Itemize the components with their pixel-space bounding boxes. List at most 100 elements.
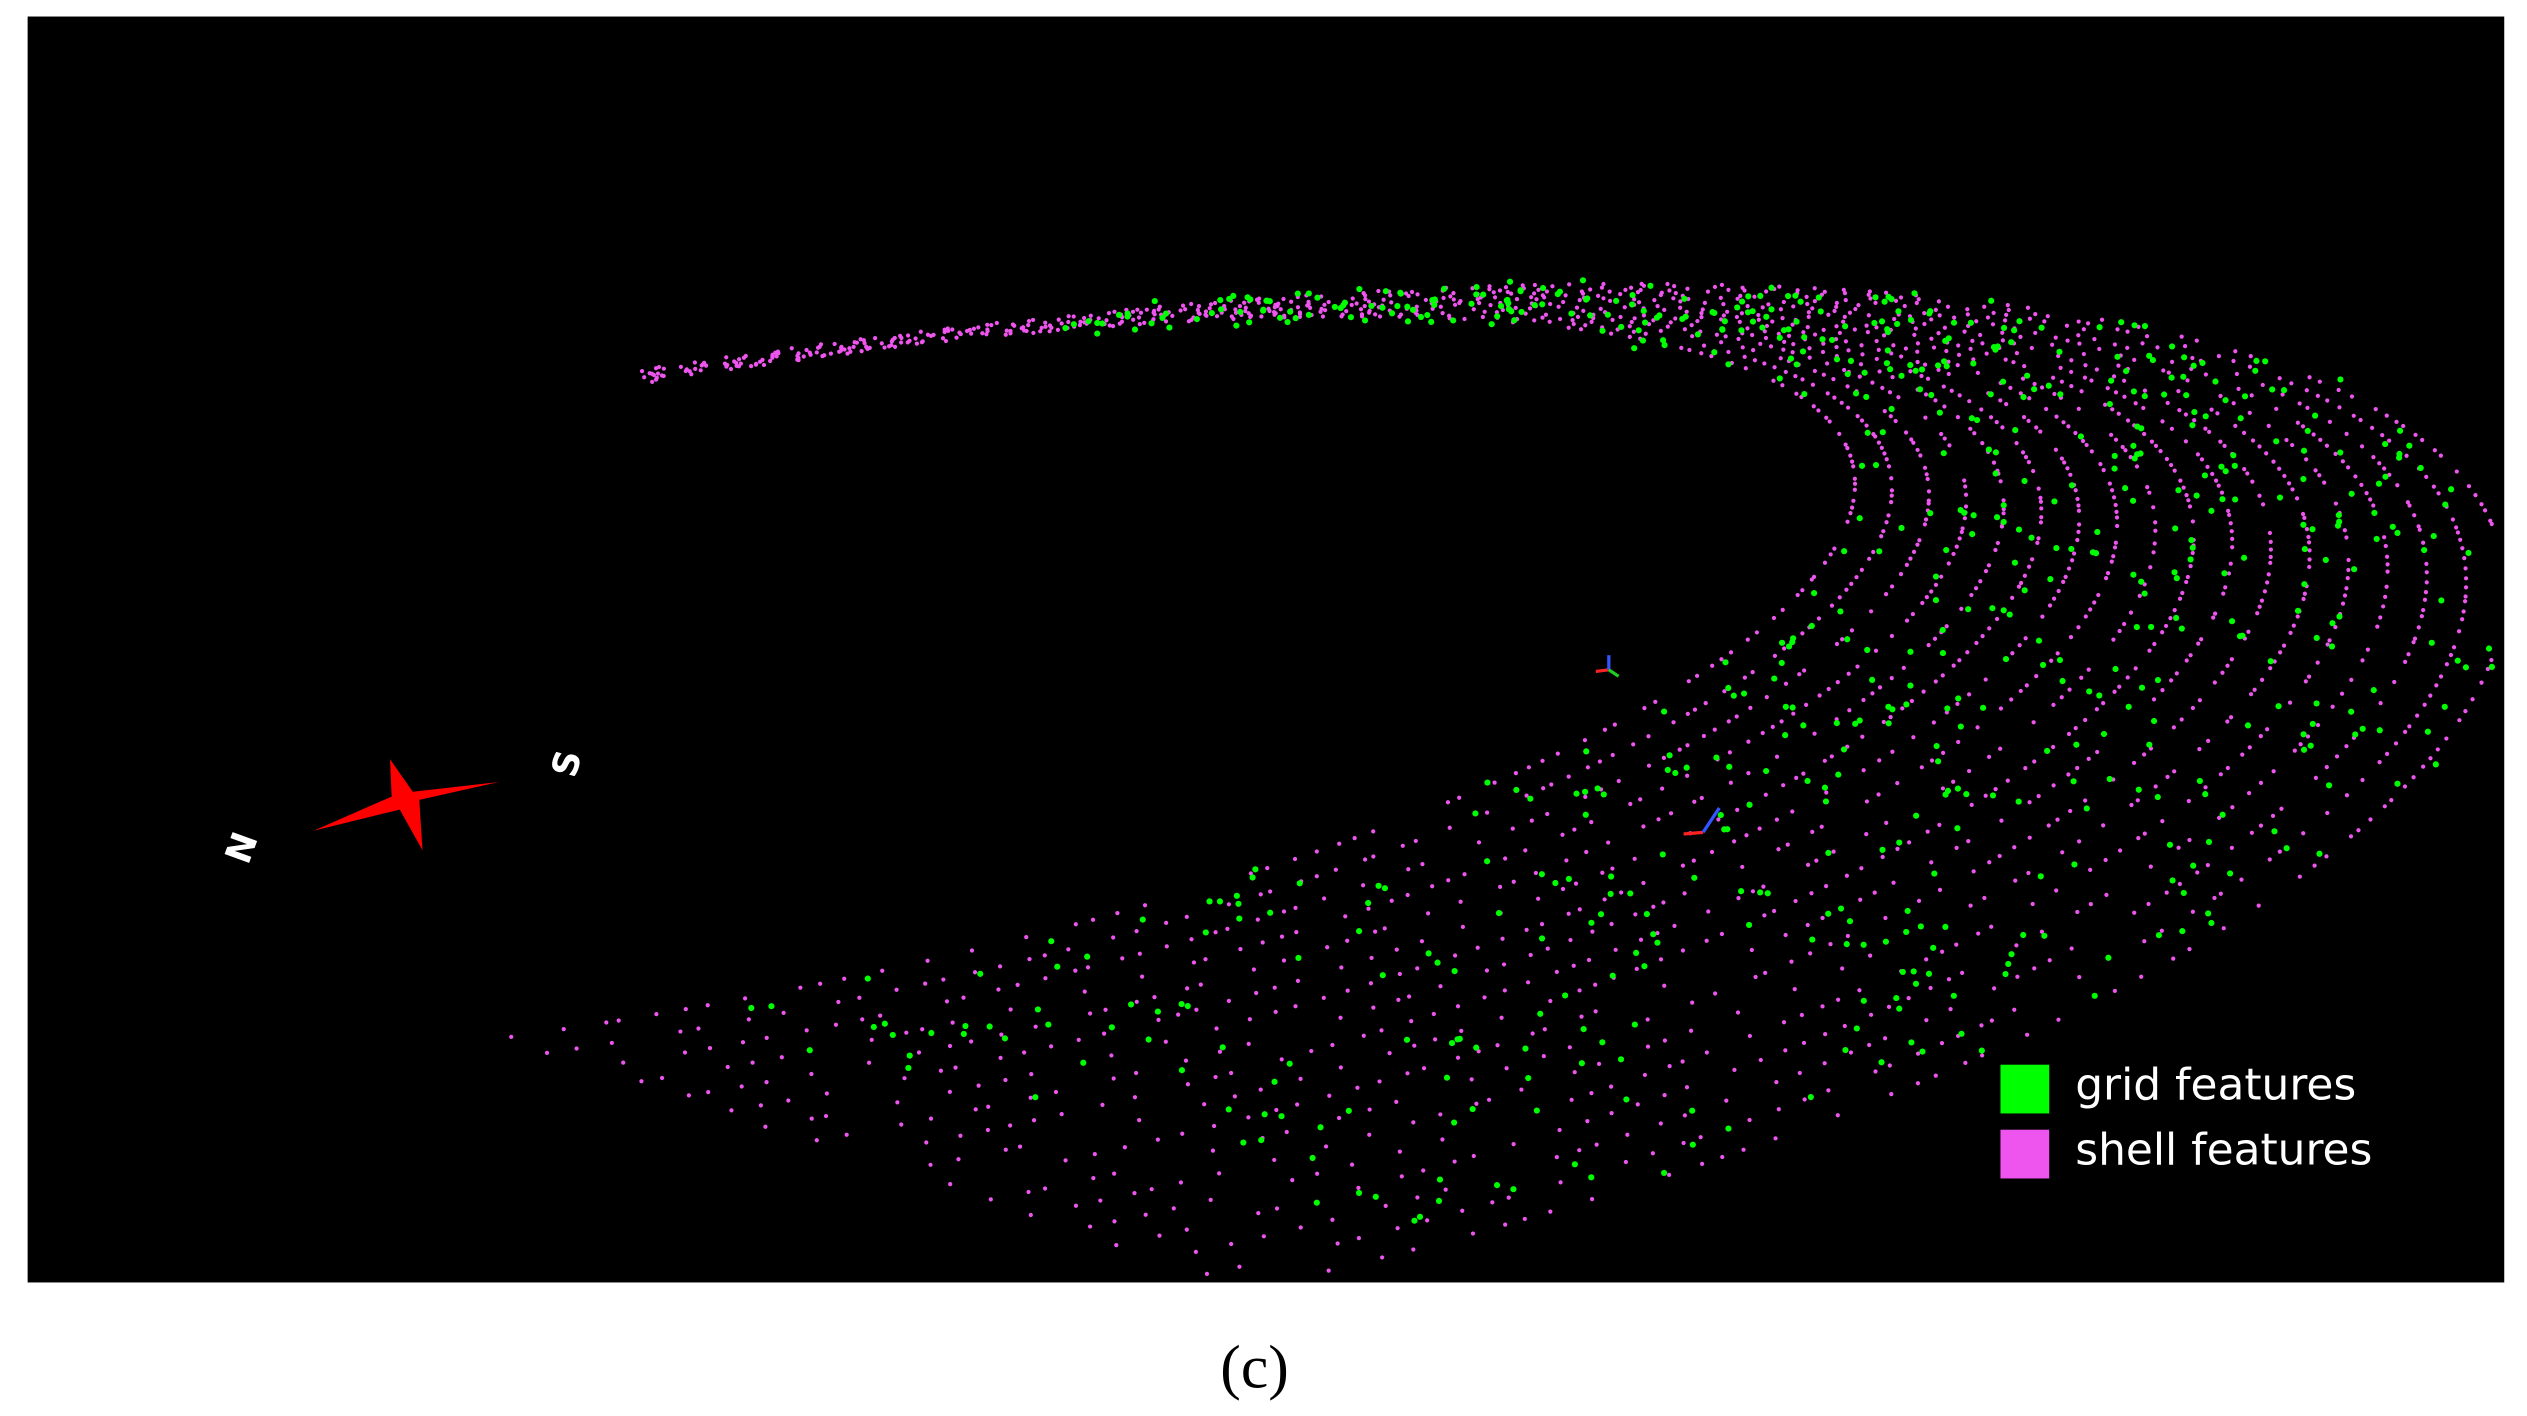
grid-point [1617,1056,1625,1063]
shell-point [1726,349,1731,355]
shell-point [1254,990,1259,996]
grid-point [1934,362,1942,369]
grid-point [1347,314,1355,321]
shell-point [1929,589,1934,594]
axis-z [1701,807,1721,834]
shell-point [2197,698,2202,703]
grid-point [1793,318,1800,325]
shell-point [801,354,806,359]
shell-point [1646,734,1651,739]
shell-point [1447,825,1452,830]
shell-point [1229,1241,1234,1247]
shell-point [1954,544,1959,549]
shell-point [1745,326,1750,331]
grid-point [1594,785,1601,792]
shell-point [1848,453,1853,458]
shell-point [2281,643,2287,648]
shell-point [2209,407,2214,412]
grid-point [1599,327,1606,334]
shell-point [1164,920,1169,925]
shell-point [1986,563,1992,568]
shell-point [561,1027,566,1032]
shell-point [2257,604,2262,609]
shell-point [1520,283,1525,288]
grid-point [1726,763,1733,770]
shell-point [1361,1033,1366,1038]
shell-point [940,336,946,341]
shell-point [828,351,834,356]
shell-point [2002,318,2008,323]
grid-point [2227,870,2234,877]
grid-point [2244,722,2252,729]
grid-point [2133,623,2140,631]
shell-point [1976,931,1981,936]
shell-point [1791,342,1796,347]
shell-point [1890,375,1895,380]
shell-point [2315,393,2320,398]
shell-point [1056,317,1061,322]
shell-point [1409,1019,1414,1024]
shell-point [1694,673,1700,678]
grid-point [2187,556,2194,563]
shell-point [1955,414,1961,420]
shell-point [1718,295,1723,300]
grid-point [1876,548,1883,555]
grid-point [2131,322,2138,329]
shell-point [1732,1067,1737,1073]
shell-point [2211,615,2216,620]
shell-point [1867,556,1872,561]
shell-point [1026,323,1031,328]
grid-point [1584,295,1591,302]
shell-point [2307,557,2312,562]
shell-point [1446,878,1451,883]
shell-point [1513,771,1518,776]
shell-point [1806,310,1811,315]
shell-point [1027,956,1032,962]
shell-point [1975,370,1980,376]
grid-point [1907,682,1914,689]
shell-point [2277,849,2282,854]
shell-point [2103,402,2108,407]
shell-point [1619,890,1624,895]
shell-point [1460,1208,1465,1213]
grid-point [2100,730,2108,738]
shell-point [878,1013,883,1018]
shell-point [2153,784,2158,789]
grid-point [1166,324,1173,331]
shell-point [2302,591,2307,596]
shell-point [1823,1032,1828,1037]
shell-point [1852,327,1857,332]
shell-point [696,1026,701,1031]
shell-point [2239,877,2244,882]
shell-point [1655,930,1660,936]
axis-x [1683,830,1704,836]
shell-point [2134,464,2140,469]
shell-point [2083,614,2088,619]
shell-point [1852,476,1857,481]
shell-point [1203,309,1209,314]
shell-point [2024,683,2029,688]
shell-point [2325,642,2330,647]
shell-point [2213,611,2218,616]
shell-point [2026,460,2032,465]
shell-point [2013,878,2018,883]
shell-point [2172,468,2177,473]
shell-point [754,361,759,366]
shell-point [2032,966,2037,971]
shell-point [1503,285,1509,290]
grid-point [1609,972,1616,979]
shell-point [2116,363,2121,368]
grid-point [1388,310,1396,317]
shell-point [2438,674,2444,679]
shell-point [2036,486,2041,491]
shell-point [1059,321,1064,326]
shell-point [1686,679,1691,684]
shell-point [2038,499,2044,504]
grid-point [2000,324,2008,331]
shell-point [2271,459,2276,464]
shell-point [1736,336,1741,342]
grid-point [1608,873,1615,880]
shell-point [2014,350,2019,356]
shell-point [1942,436,1947,441]
shell-point [1860,734,1865,739]
